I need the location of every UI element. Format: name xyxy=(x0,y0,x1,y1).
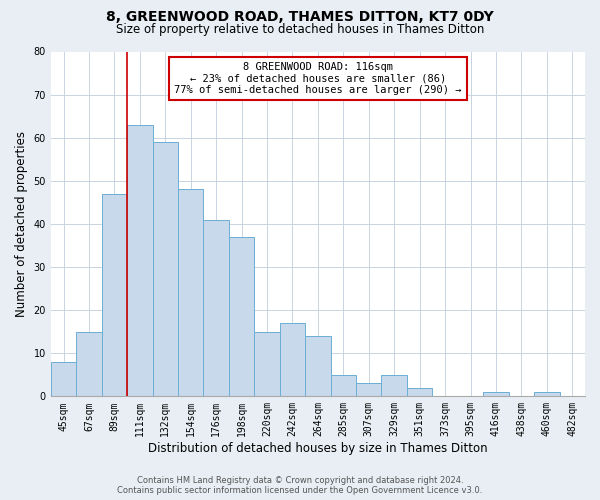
Bar xyxy=(382,375,407,396)
Y-axis label: Number of detached properties: Number of detached properties xyxy=(15,131,28,317)
X-axis label: Distribution of detached houses by size in Thames Ditton: Distribution of detached houses by size … xyxy=(148,442,488,455)
Bar xyxy=(254,332,280,396)
Bar xyxy=(305,336,331,396)
Bar xyxy=(51,362,76,396)
Text: 8, GREENWOOD ROAD, THAMES DITTON, KT7 0DY: 8, GREENWOOD ROAD, THAMES DITTON, KT7 0D… xyxy=(106,10,494,24)
Bar xyxy=(76,332,101,396)
Bar xyxy=(356,384,382,396)
Text: Size of property relative to detached houses in Thames Ditton: Size of property relative to detached ho… xyxy=(116,22,484,36)
Bar xyxy=(203,220,229,396)
Bar xyxy=(229,237,254,396)
Bar xyxy=(534,392,560,396)
Bar xyxy=(483,392,509,396)
Bar xyxy=(407,388,433,396)
Bar xyxy=(101,194,127,396)
Bar xyxy=(178,190,203,396)
Text: 8 GREENWOOD ROAD: 116sqm
← 23% of detached houses are smaller (86)
77% of semi-d: 8 GREENWOOD ROAD: 116sqm ← 23% of detach… xyxy=(174,62,461,95)
Bar xyxy=(152,142,178,397)
Bar xyxy=(280,323,305,396)
Text: Contains HM Land Registry data © Crown copyright and database right 2024.
Contai: Contains HM Land Registry data © Crown c… xyxy=(118,476,482,495)
Bar xyxy=(127,125,152,396)
Bar xyxy=(331,375,356,396)
